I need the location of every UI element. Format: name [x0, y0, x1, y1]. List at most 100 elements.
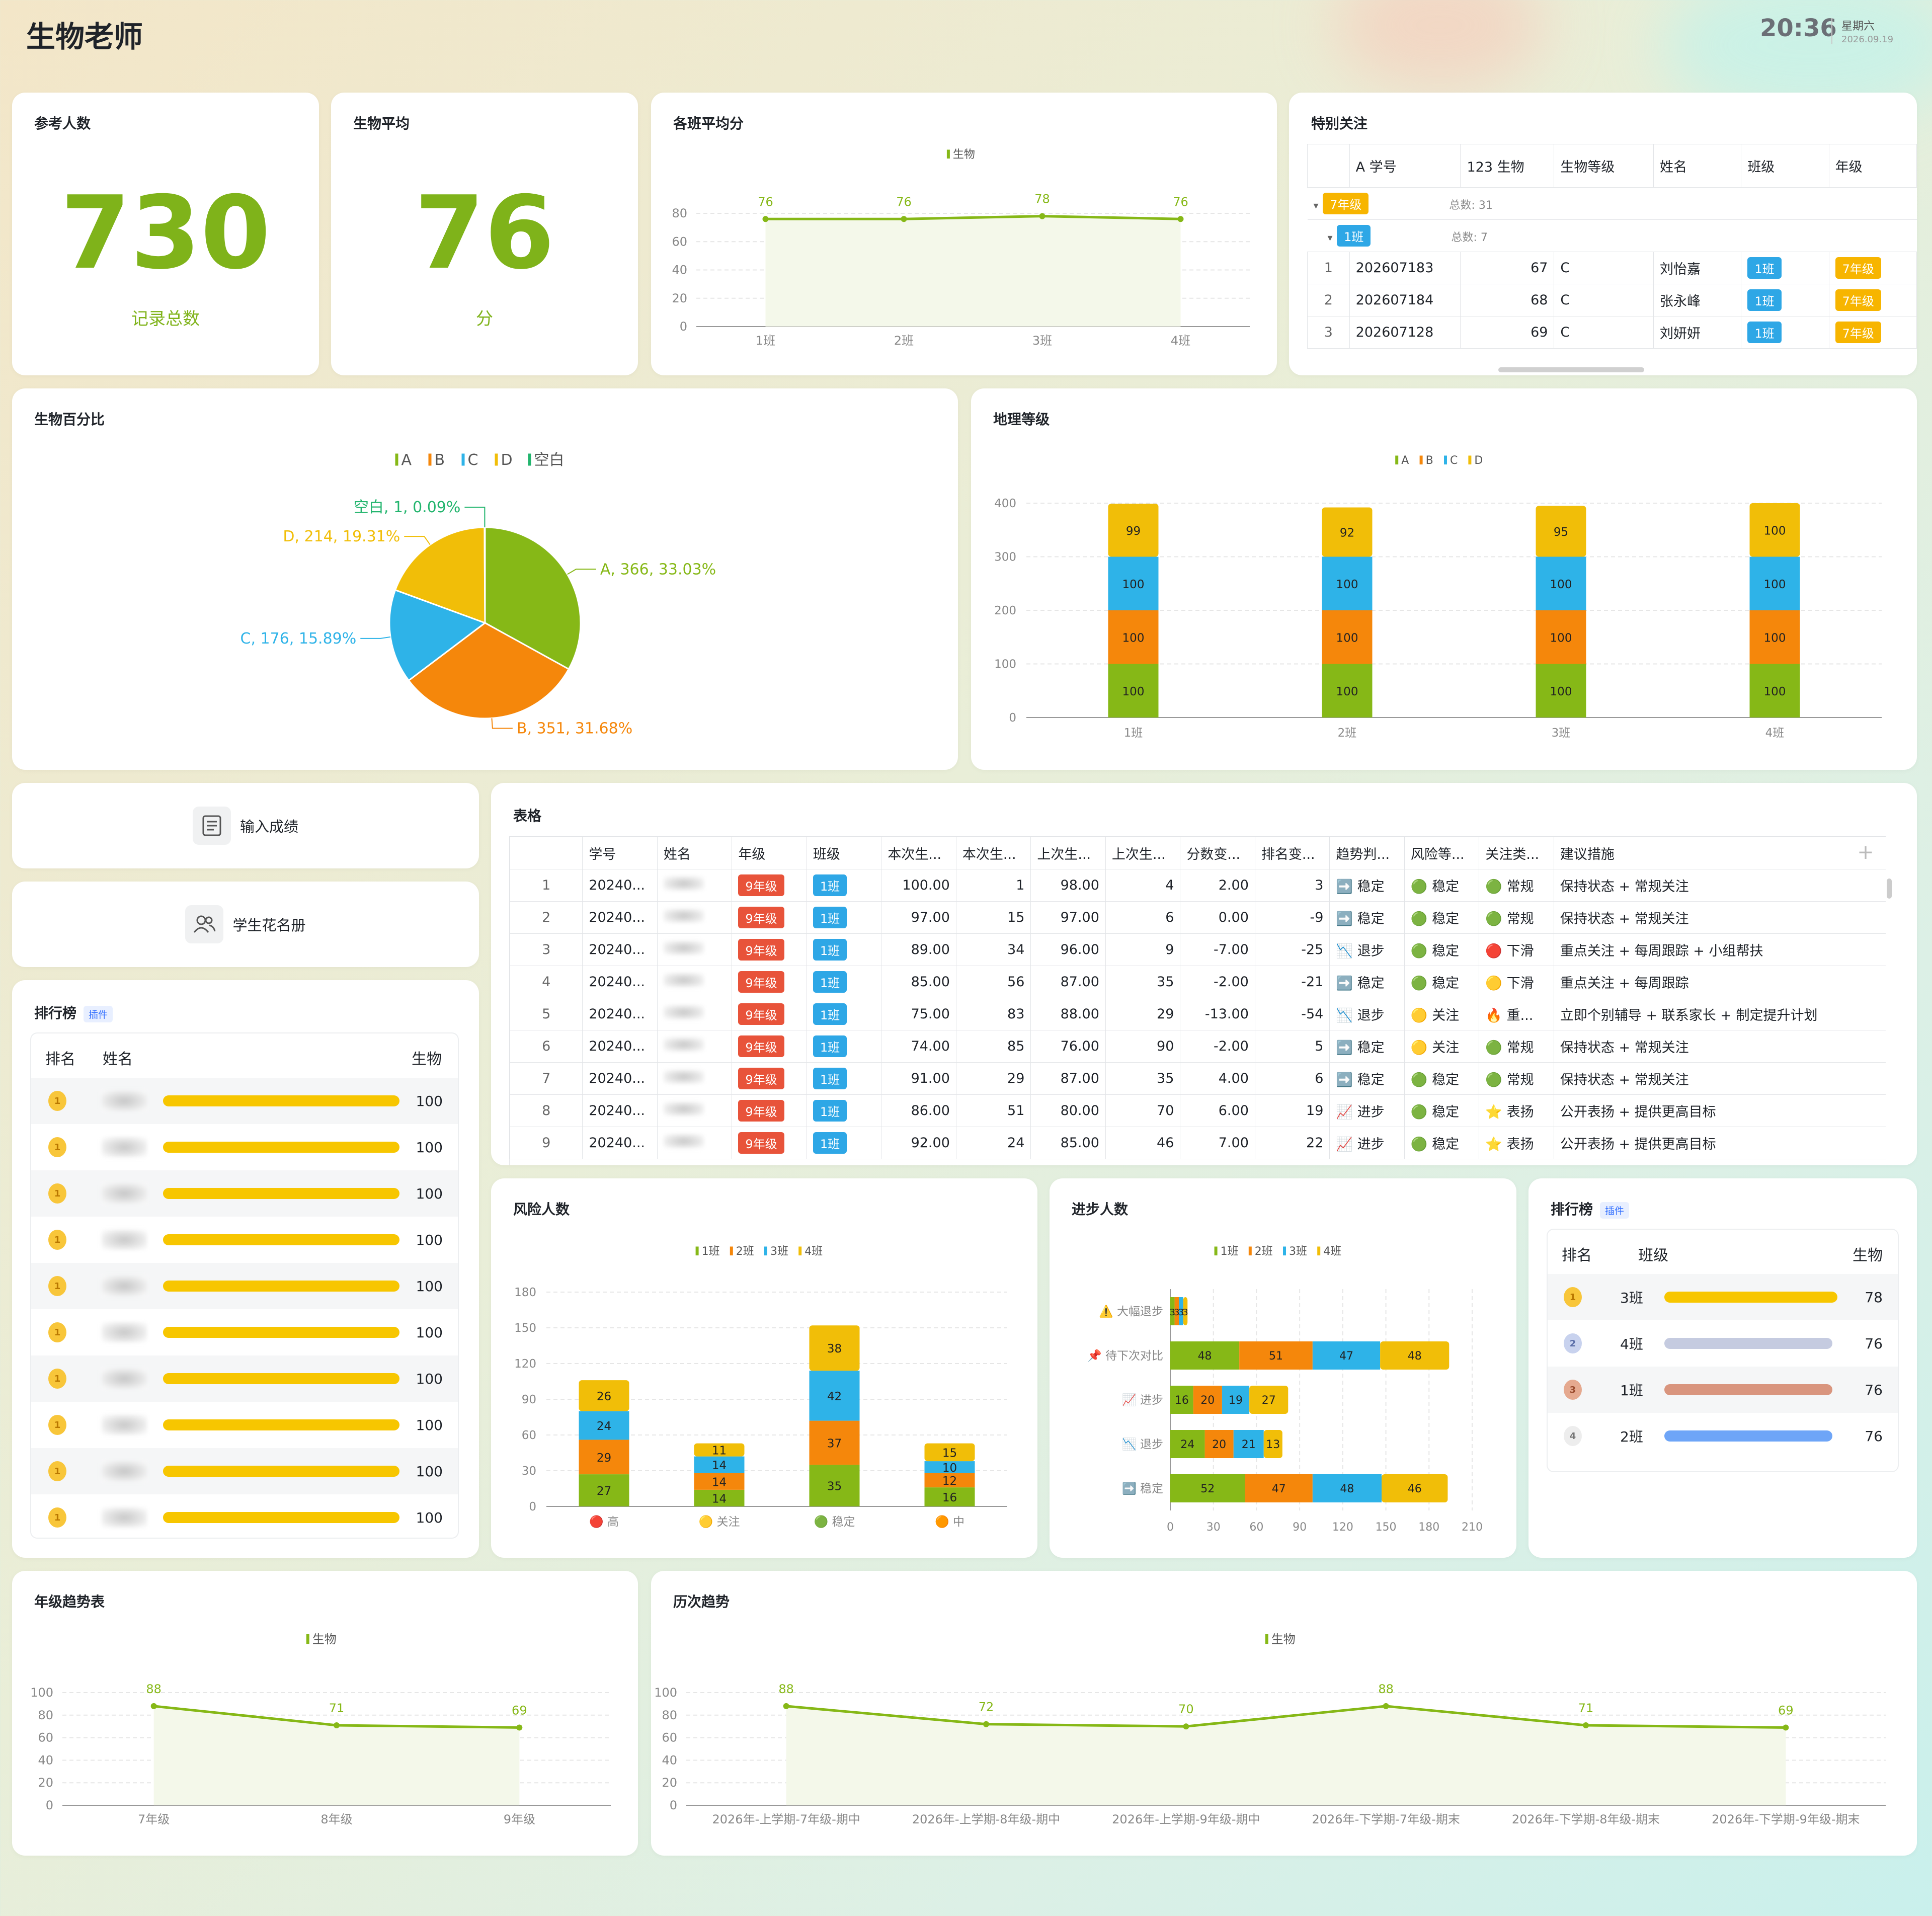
cell-year: 9年级	[732, 998, 807, 1030]
group-row-class[interactable]: ▾ 1班 总数: 7	[1307, 219, 1917, 252]
col-header[interactable]: 班级	[806, 837, 882, 869]
rank-score: 100	[416, 1185, 443, 1202]
stacked-bar-segment	[1312, 1341, 1381, 1370]
cell-rank-change: 19	[1254, 1094, 1330, 1127]
col-header[interactable]: 分数变...	[1180, 837, 1255, 869]
rank-row[interactable]: 1 3班 78	[1548, 1274, 1898, 1320]
cell-risk: 🟢 稳定	[1404, 1127, 1480, 1159]
col-header[interactable]: 建议措施	[1553, 837, 1886, 869]
col-header[interactable]: 风险等...	[1404, 837, 1480, 869]
col-header[interactable]: 年级	[732, 837, 807, 869]
table-row[interactable]: 4 20240... 9年级 1班 85.00 56 87.00 35 -2.0…	[510, 966, 1886, 998]
group-row-year[interactable]: ▾ 7年级 总数: 31	[1307, 187, 1917, 220]
rank-row[interactable]: 1 100	[31, 1309, 458, 1355]
rank-row[interactable]: 1 100	[31, 1170, 458, 1217]
legend-swatch	[306, 1634, 309, 1644]
table-row[interactable]: 2 20240... 9年级 1班 97.00 15 97.00 6 0.00 …	[510, 901, 1886, 934]
bar-value-label: 48	[1198, 1350, 1212, 1363]
y-tick-label: 100	[994, 658, 1016, 671]
cell-focus: 🟢 常规	[1479, 869, 1554, 902]
rank-row[interactable]: 1 100	[31, 1124, 458, 1170]
cell-score: 85.00	[881, 966, 956, 998]
bar-value-label: 16	[1175, 1394, 1189, 1407]
y-tick-label: 300	[994, 551, 1016, 564]
gold-medal-icon: 1	[48, 1183, 66, 1204]
row-number: 3	[1307, 316, 1350, 349]
pie-slice	[484, 526, 582, 670]
rank-row[interactable]: 1 100	[31, 1448, 458, 1494]
rank-row[interactable]: 2 4班 76	[1548, 1320, 1898, 1367]
table-row[interactable]: 6 20240... 9年级 1班 74.00 85 76.00 90 -2.0…	[510, 1030, 1886, 1063]
cell-class: 1班	[806, 1094, 882, 1127]
col-header[interactable]: A 学号	[1349, 144, 1461, 188]
rank-row[interactable]: 1 100	[31, 1263, 458, 1309]
col-header[interactable]: 姓名	[1653, 144, 1742, 188]
table-row[interactable]: 3 20240... 9年级 1班 89.00 34 96.00 9 -7.00…	[510, 933, 1886, 966]
col-header[interactable]: 上次生...	[1030, 837, 1106, 869]
vertical-scrollbar[interactable]	[1887, 879, 1892, 899]
cell-trend: 📈 进步	[1329, 1094, 1405, 1127]
legend-label: C	[1450, 454, 1458, 467]
col-header[interactable]: 排名变...	[1254, 837, 1330, 869]
cell-score: 86.00	[881, 1094, 956, 1127]
cell-id: 20240...	[582, 1030, 658, 1063]
table-row[interactable]: 3 202607128 69 C 刘妍妍 1班 7年级	[1307, 316, 1917, 349]
legend-swatch	[428, 453, 432, 466]
rank-row[interactable]: 1 100	[31, 1402, 458, 1448]
col-header[interactable]: 学号	[582, 837, 658, 869]
label-leader	[360, 636, 391, 639]
stacked-bar-segment	[1222, 1386, 1250, 1414]
col-header[interactable]: 本次生...	[955, 837, 1031, 869]
cell-year: 9年级	[732, 901, 807, 934]
col-header[interactable]: 姓名	[657, 837, 733, 869]
student-roster-button[interactable]: 学生花名册	[12, 882, 479, 967]
table-row[interactable]: 1 20240... 9年级 1班 100.00 1 98.00 4 2.00 …	[510, 869, 1886, 902]
redacted-name	[663, 941, 704, 955]
col-header[interactable]: 年级	[1828, 144, 1917, 188]
kpi-card-average: 生物平均 76 分	[331, 93, 638, 375]
cell-year: 9年级	[732, 966, 807, 998]
cell-rank: 1	[955, 869, 1031, 902]
row-number: 8	[510, 1094, 583, 1127]
table-row[interactable]: 2 202607184 68 C 张永峰 1班 7年级	[1307, 284, 1917, 316]
cell-score-change: 2.00	[1180, 869, 1255, 902]
col-header[interactable]: 关注类...	[1479, 837, 1554, 869]
cell-id: 20240...	[582, 1127, 658, 1159]
year-tag: 9年级	[738, 874, 784, 896]
rank-row[interactable]: 1 100	[31, 1078, 458, 1124]
stacked-bar-segment	[924, 1473, 975, 1488]
gold-medal-icon: 1	[48, 1461, 66, 1481]
label-leader	[567, 569, 596, 575]
redacted-name	[102, 1230, 147, 1250]
x-tick-label: 2026年-下学期-8年级-期末	[1512, 1812, 1660, 1826]
col-header[interactable]: 班级	[1741, 144, 1829, 188]
redacted-name	[663, 1070, 704, 1084]
class-tag: 1班	[813, 1132, 847, 1154]
horizontal-scrollbar[interactable]	[1498, 367, 1644, 372]
input-scores-button[interactable]: 输入成绩	[12, 783, 479, 868]
rank-row[interactable]: 1 100	[31, 1494, 458, 1538]
table-row[interactable]: 1 202607183 67 C 刘怡嘉 1班 7年级	[1307, 252, 1917, 284]
col-header[interactable]: 趋势判...	[1329, 837, 1405, 869]
chart-title: 年级趋势表	[34, 1593, 105, 1610]
table-row[interactable]: 9 20240... 9年级 1班 92.00 24 85.00 46 7.00…	[510, 1127, 1886, 1159]
gold-medal-icon: 1	[48, 1091, 66, 1111]
rank-row[interactable]: 4 2班 76	[1548, 1413, 1898, 1459]
rank-row[interactable]: 1 100	[31, 1217, 458, 1263]
col-header[interactable]: 本次生...	[881, 837, 956, 869]
row-number: 5	[510, 998, 583, 1030]
rank-row[interactable]: 3 1班 76	[1548, 1367, 1898, 1413]
cell-class: 1班	[806, 966, 882, 998]
cell-class: 1班	[1741, 252, 1829, 284]
redacted-name	[663, 1102, 704, 1116]
col-header[interactable]: 上次生...	[1105, 837, 1181, 869]
legend-label: 4班	[1323, 1245, 1341, 1258]
col-header[interactable]: 生物等级	[1554, 144, 1654, 188]
bar-value-label: 100	[1550, 685, 1572, 698]
table-row[interactable]: 8 20240... 9年级 1班 86.00 51 80.00 70 6.00…	[510, 1094, 1886, 1127]
table-row[interactable]: 7 20240... 9年级 1班 91.00 29 87.00 35 4.00…	[510, 1062, 1886, 1095]
rank-row[interactable]: 1 100	[31, 1355, 458, 1402]
table-row[interactable]: 5 20240... 9年级 1班 75.00 83 88.00 29 -13.…	[510, 998, 1886, 1030]
col-header[interactable]: 123 生物	[1460, 144, 1555, 188]
add-column-button[interactable]: +	[1857, 841, 1874, 864]
